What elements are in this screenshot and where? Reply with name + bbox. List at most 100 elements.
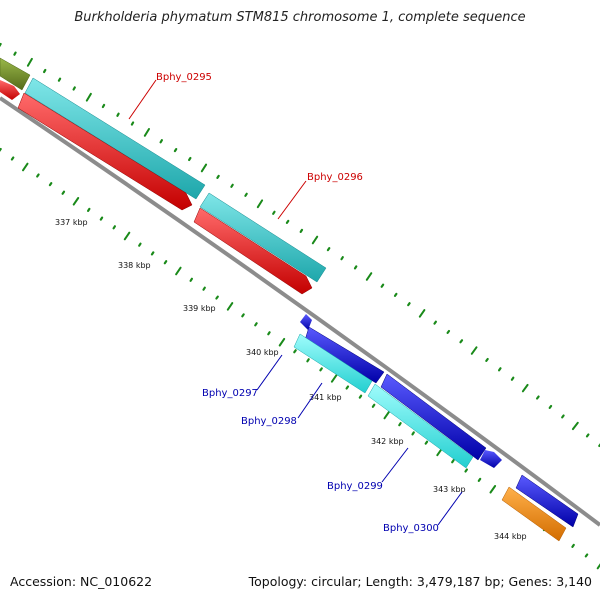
minor-tick [353,265,358,270]
major-tick [418,309,426,318]
minor-tick [13,51,17,56]
kbp-label: 338 kbp [118,261,151,270]
leader-line-bphy-0299 [381,447,409,483]
kbp-label: 337 kbp [55,218,88,227]
minor-tick [202,286,206,291]
gene-label-bphy-0295[interactable]: Bphy_0295 [156,72,212,83]
kbp-scale: 337 kbp 338 kbp 339 kbp 340 kbp 341 kbp … [55,218,527,541]
kbp-label: 340 kbp [246,348,279,357]
kbp-label: 342 kbp [371,437,404,446]
leader-line-bphy-0297 [256,354,283,391]
major-tick [311,235,319,245]
gene-label-bphy-0298[interactable]: Bphy_0298 [241,416,297,427]
major-tick [226,302,234,311]
minor-tick [163,260,168,265]
gene-label-bphy-0296[interactable]: Bphy_0296 [307,172,363,183]
gene-feature-bphy-0296 [199,192,327,283]
minor-tick [371,403,376,408]
leader-line-bphy-0298 [297,382,323,419]
minor-tick [188,156,192,162]
gene-feature-bphy-0299-blue [380,373,487,461]
minor-tick [42,68,47,74]
kbp-label: 341 kbp [309,393,342,402]
major-tick [596,563,600,570]
minor-tick [36,173,40,178]
minor-tick [380,283,385,288]
gene-label-bphy-0297[interactable]: Bphy_0297 [202,388,258,399]
minor-tick [340,256,344,261]
minor-tick [189,277,193,282]
minor-tick [584,553,589,558]
minor-tick [571,543,575,549]
minor-tick [398,422,402,427]
major-tick [383,410,391,420]
kbp-label: 339 kbp [183,304,216,313]
major-tick [123,231,131,241]
minor-tick [424,440,429,445]
minor-tick [510,376,515,381]
minor-tick [293,349,297,354]
major-tick [200,163,208,173]
minor-tick [10,156,15,161]
minor-tick [451,459,455,464]
minor-tick [57,77,62,82]
minor-tick [0,42,2,47]
minor-tick [159,139,163,144]
accession-text: Accession: NC_010622 [10,574,153,589]
gene-label-bphy-0300[interactable]: Bphy_0300 [383,523,439,534]
major-tick [330,374,338,383]
minor-tick [393,292,398,297]
major-tick [85,92,92,102]
minor-tick [326,247,331,252]
minor-tick [548,404,553,409]
major-tick [22,162,29,172]
major-tick [521,383,529,393]
map-title: Burkholderia phymatum STM815 chromosome … [74,10,526,25]
minor-tick [230,183,234,188]
minor-tick [116,112,120,117]
minor-tick [0,147,2,152]
minor-tick [216,174,220,179]
leader-line-bphy-0295 [128,79,157,120]
gene-feature-bphy-0300-blue [515,474,579,528]
leader-lines [128,79,463,526]
minor-tick [477,477,482,482]
major-tick [175,266,182,276]
minor-tick [358,394,363,399]
reverse-features [0,80,567,542]
kbp-label: 344 kbp [494,532,527,541]
kbp-label: 343 kbp [433,485,466,494]
minor-tick [112,225,117,230]
gene-feature-red-left [0,80,20,100]
minor-tick [215,295,219,300]
gene-feature-bphy-0297 [304,326,385,384]
minor-tick [535,395,540,400]
gene-label-bphy-0299[interactable]: Bphy_0299 [327,481,383,492]
minor-tick [72,86,76,91]
minor-tick [459,339,464,344]
minor-tick [411,431,415,436]
gene-feature-red-0296 [193,207,313,295]
leader-line-bphy-0300 [437,491,463,526]
chromosome-backbone [0,96,600,527]
minor-tick [138,242,142,247]
minor-tick [407,302,411,307]
gene-feature-cyan-0298 [293,333,373,394]
major-tick [470,346,478,355]
minor-tick [306,358,310,363]
major-tick [143,128,150,137]
gene-feature-blue-small [300,314,312,330]
gene-feature-orange [501,486,567,542]
forward-features [0,57,579,528]
minor-tick [319,367,323,372]
gene-feature-red-0295 [17,92,193,211]
major-tick [278,337,286,347]
minor-tick [485,357,489,362]
minor-tick [433,320,437,325]
minor-tick [446,329,451,334]
gene-feature-bphy-0295 [24,77,206,200]
minor-tick [299,228,304,233]
major-tick [365,272,373,281]
